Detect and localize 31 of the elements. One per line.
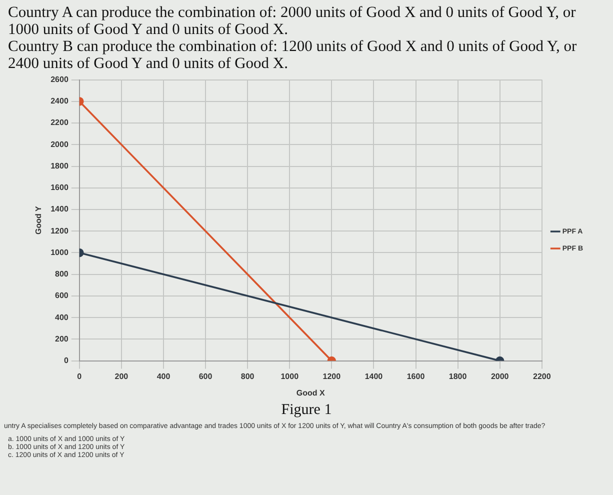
y-tick-label: 200 xyxy=(55,334,69,344)
y-tick-label: 1000 xyxy=(50,248,69,257)
x-axis-title: Good X xyxy=(296,388,326,398)
x-tick-label: 600 xyxy=(198,372,213,381)
caption: Figure 1 xyxy=(280,402,333,419)
y-tick-label: 800 xyxy=(55,270,69,279)
x-tick-label: 1000 xyxy=(280,372,300,381)
y-tick-label: 400 xyxy=(55,312,69,322)
y-tick-label: 600 xyxy=(55,291,69,300)
x-tick-label: 400 xyxy=(156,372,171,381)
y-tick-label: 2400 xyxy=(50,96,69,106)
x-tick-label: 1200 xyxy=(322,372,342,381)
chart-title: Country A can produce the combination of: 2000 units of Good X and 0 units of Good Y, or 1000 units of Good Y and 0 units of Good X. xyxy=(8,4,577,38)
chart-subtitle: Country B can produce the combination of: 1200 units of Good X and 0 units of Good Y, or 2400 units of Good Y and 0 units of Good X. xyxy=(8,38,578,72)
x-tick-label: 1400 xyxy=(364,372,384,381)
y-tick-label: 1600 xyxy=(50,183,69,192)
x-tick-label: 2200 xyxy=(532,372,552,381)
x-tick-label: 200 xyxy=(114,372,129,381)
y-tick-label: 2200 xyxy=(50,118,69,128)
y-tick-label: 0 xyxy=(64,356,69,366)
x-tick-label: 0 xyxy=(77,372,82,381)
y-tick-label: 1200 xyxy=(50,226,69,236)
x-tick-label: 1800 xyxy=(448,372,468,381)
x-tick-label: 800 xyxy=(240,372,255,381)
y-tick-label: 2000 xyxy=(50,140,69,149)
y-axis-title: Good Y xyxy=(34,205,44,234)
y-tick-label: 1800 xyxy=(50,161,69,170)
y-tick-label: 1400 xyxy=(50,204,69,214)
y-tick-label: 2600 xyxy=(50,75,69,84)
x-tick-label: 2000 xyxy=(490,372,510,381)
x-tick-label: 1600 xyxy=(406,372,426,381)
